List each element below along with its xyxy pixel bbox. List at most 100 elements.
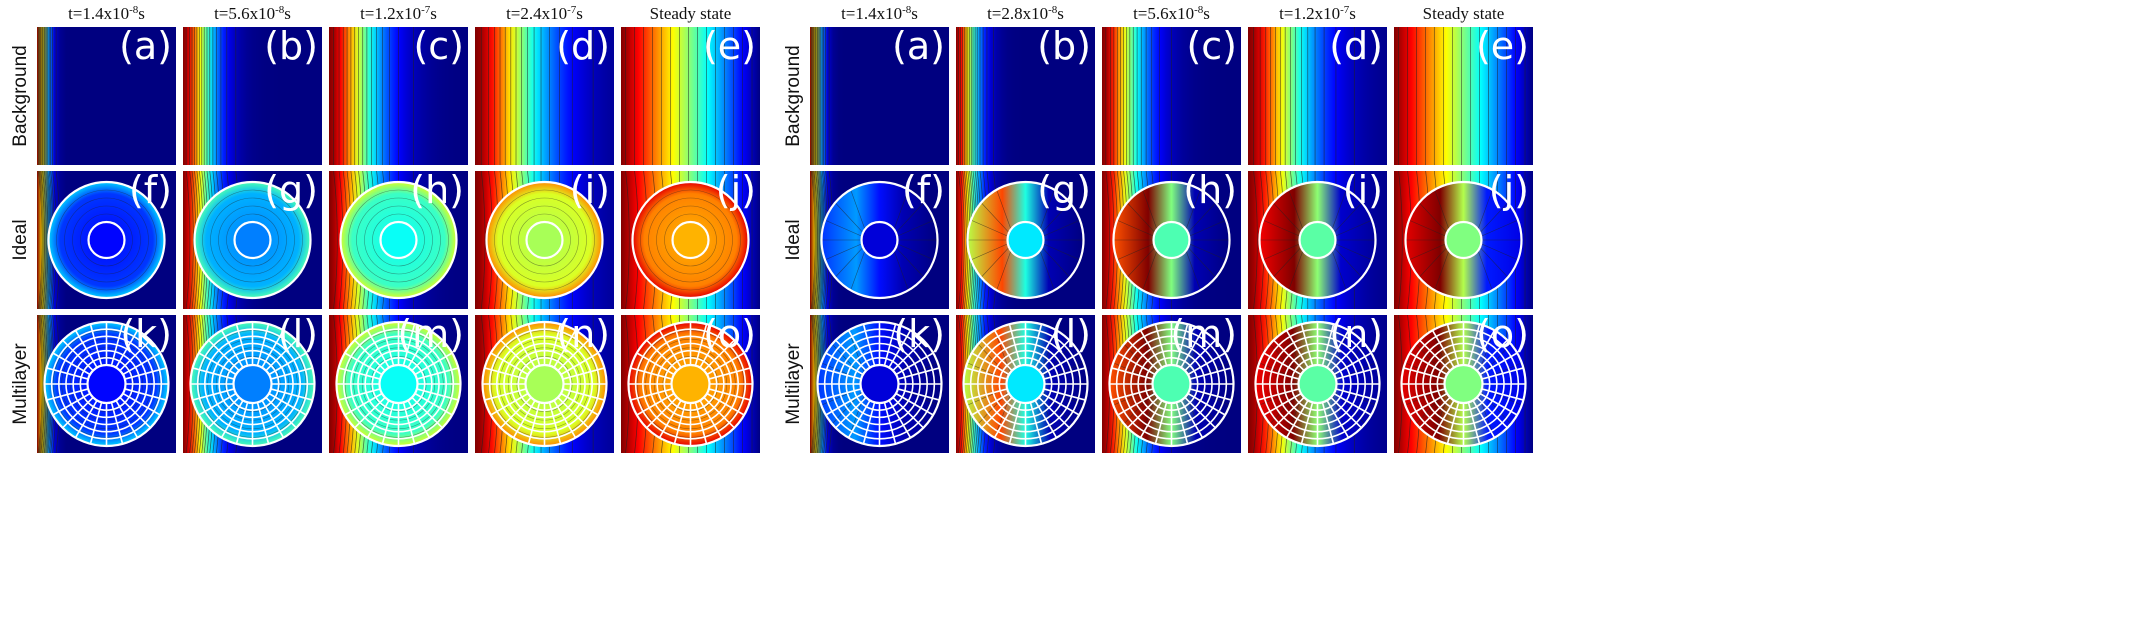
cloak-inner-boundary: [87, 220, 126, 260]
multilayer-grid: [190, 322, 315, 446]
cloak-inner-boundary: [525, 220, 564, 260]
cloak-outer-boundary: [1258, 180, 1377, 300]
panel-letter: (n): [556, 312, 610, 356]
panel-letter: (g): [1037, 168, 1091, 212]
cloak-inner-boundary: [860, 220, 899, 260]
panel-background: (b): [956, 24, 1095, 165]
cloak-interior: [860, 365, 899, 403]
panel-ideal: (i): [475, 168, 614, 309]
column-title: t=2.8x10-8s: [987, 4, 1064, 23]
panel-letter: (h): [410, 168, 464, 212]
cloak-interior: [1444, 365, 1483, 403]
panel-ideal: (g): [956, 168, 1095, 309]
column-title: Steady state: [1423, 4, 1505, 23]
column-title: t=2.4x10-7s: [506, 4, 583, 23]
temperature-field: [810, 27, 949, 165]
panel-letter: (a): [119, 24, 172, 68]
temperature-field: [621, 27, 760, 165]
cloak-inner-boundary: [233, 220, 272, 260]
cloak-inner-boundary: [671, 220, 710, 260]
panel-background: (c): [1102, 24, 1241, 165]
multilayer-grid: [1401, 322, 1526, 446]
panel-letter: (a): [892, 24, 945, 68]
cloak-interior: [234, 222, 271, 258]
panel-letter: (m): [1170, 312, 1237, 356]
panel-background: (e): [1394, 24, 1533, 165]
cloak-inner-boundary: [1298, 220, 1337, 260]
panel-letter: (k): [893, 312, 945, 356]
panel-letter: (k): [120, 312, 172, 356]
panel-multilayer: (m): [329, 312, 468, 453]
column-title: Steady state: [650, 4, 732, 23]
panel-multilayer: (k): [37, 312, 176, 453]
row-label-multilayer: Multilayer: [10, 343, 31, 425]
panel-background: (a): [37, 24, 176, 165]
panel-letter: (e): [1476, 24, 1529, 68]
panel-ideal: (f): [37, 168, 176, 309]
row-label-background: Background: [783, 45, 804, 146]
multilayer-grid: [628, 322, 753, 446]
panel-ideal: (h): [1102, 168, 1241, 309]
cloak-interior: [526, 222, 563, 258]
cloak-inner-boundary: [1444, 220, 1483, 260]
cloak-inner-boundary: [379, 220, 418, 260]
cloak-interior: [672, 222, 709, 258]
column-title: t=1.2x10-7s: [360, 4, 437, 23]
panel-letter: (i): [1343, 168, 1383, 212]
panel-background: (a): [810, 24, 949, 165]
cloak-inner-boundary: [1152, 220, 1191, 260]
cloak-interior: [380, 222, 417, 258]
panel-letter: (o): [703, 312, 756, 356]
temperature-field: [183, 27, 322, 165]
cloak-interior: [1298, 365, 1337, 403]
temperature-field: [1248, 27, 1387, 165]
cloak-interior: [233, 365, 272, 403]
multilayer-grid: [817, 322, 942, 446]
temperature-field: [1394, 27, 1533, 165]
panel-letter: (e): [703, 24, 756, 68]
panel-ideal: (h): [329, 168, 468, 309]
panel-letter: (f): [129, 168, 172, 212]
panel-background: (d): [1248, 24, 1387, 165]
temperature-field: [475, 27, 614, 165]
cloak-interior: [1152, 365, 1191, 403]
cloak-interior: [1007, 222, 1044, 258]
cloak-interior: [87, 365, 126, 403]
column-title: t=1.4x10-8s: [68, 4, 145, 23]
panel-letter: (o): [1476, 312, 1529, 356]
panel-multilayer: (n): [1248, 312, 1387, 453]
column-title: t=5.6x10-8s: [1133, 4, 1210, 23]
figure-right: t=1.4x10-8s t=2.8x10-8s t=5.6x10-8s t=1.2x1…: [783, 4, 1533, 453]
column-title: t=1.4x10-8s: [841, 4, 918, 23]
cloak-outer-boundary: [485, 180, 604, 300]
panel-multilayer: (o): [621, 312, 760, 453]
panel-background: (e): [621, 24, 760, 165]
cloak-interior: [1153, 222, 1190, 258]
cloak-outer-boundary: [820, 180, 939, 300]
cloak-outer-boundary: [193, 180, 312, 300]
panel-letter: (l): [278, 312, 318, 356]
panel-ideal: (j): [621, 168, 760, 309]
panel-ideal: (g): [183, 168, 322, 309]
cloak-interior: [1445, 222, 1482, 258]
panel-letter: (f): [902, 168, 945, 212]
panel-letter: (g): [264, 168, 318, 212]
panel-letter: (d): [1329, 24, 1383, 68]
multilayer-grid: [1109, 322, 1234, 446]
figure-left: t=1.4x10-8s t=5.6x10-8s t=1.2x10-7s t=2.4x1…: [10, 4, 760, 453]
panel-letter: (j): [1489, 168, 1529, 212]
panel-multilayer: (m): [1102, 312, 1241, 453]
cloak-interior: [1299, 222, 1336, 258]
panel-letter: (h): [1183, 168, 1237, 212]
column-title: t=1.2x10-7s: [1279, 4, 1356, 23]
row-label-ideal: Ideal: [10, 219, 31, 260]
cloak-interior: [671, 365, 710, 403]
panel-letter: (j): [716, 168, 756, 212]
panel-letter: (m): [397, 312, 464, 356]
row-label-ideal: Ideal: [783, 219, 804, 260]
cloak-outer-boundary: [966, 180, 1085, 300]
panel-letter: (c): [413, 24, 464, 68]
panel-ideal: (f): [810, 168, 949, 309]
panel-multilayer: (n): [475, 312, 614, 453]
